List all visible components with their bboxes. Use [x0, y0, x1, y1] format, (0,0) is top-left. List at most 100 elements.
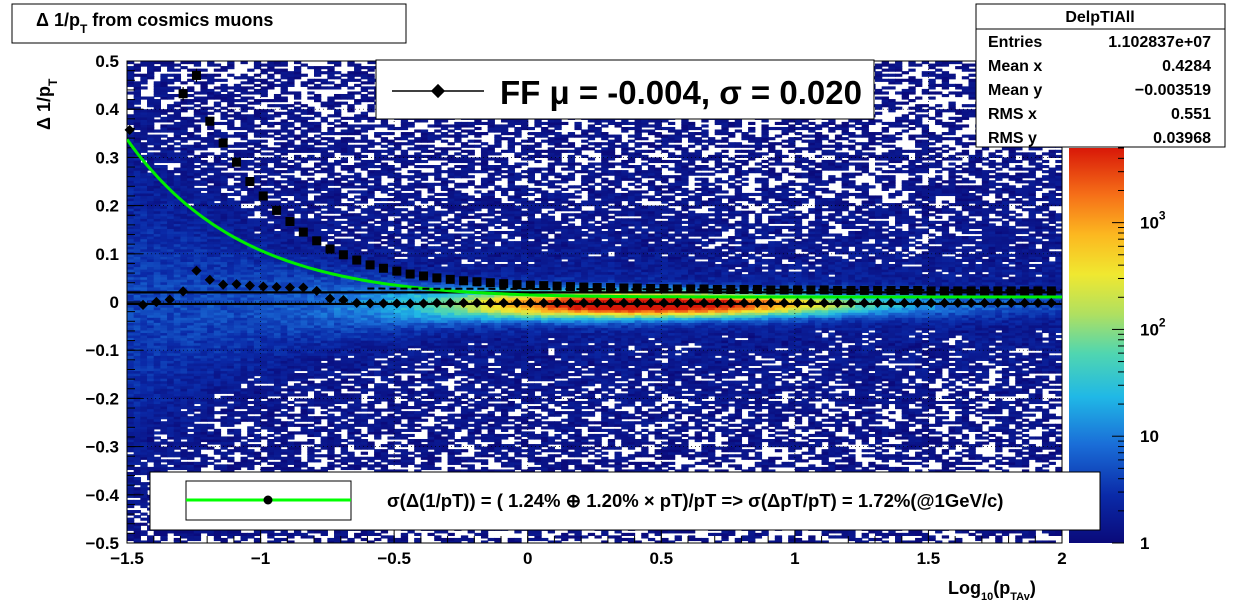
x-tick-label: −0.5	[377, 549, 411, 568]
sigma-point	[993, 286, 1003, 296]
sigma-point	[1020, 286, 1030, 296]
y-tick-label: 0.1	[95, 245, 119, 264]
mean-point	[204, 274, 215, 285]
mean-point	[298, 282, 309, 293]
sigma-point	[726, 284, 736, 294]
sigma-point	[606, 283, 616, 293]
stats-value: −0.003519	[1135, 82, 1211, 99]
mean-point	[525, 297, 536, 309]
mean-point	[258, 281, 269, 292]
sigma-point	[312, 236, 322, 246]
sigma-point	[365, 260, 375, 270]
mean-point	[391, 298, 402, 309]
stats-key: Entries	[988, 34, 1042, 51]
sigma-point	[205, 116, 215, 126]
sigma-point	[1033, 286, 1043, 296]
sigma-point	[392, 266, 402, 276]
stats-value: 0.03968	[1153, 130, 1211, 147]
ff-legend: FF μ = -0.004, σ = 0.020	[375, 59, 875, 120]
sigma-point	[298, 227, 308, 237]
sigma-point	[980, 286, 990, 296]
mean-point	[178, 286, 189, 297]
sigma-point	[472, 277, 482, 287]
y-tick-label: −0.4	[85, 486, 119, 505]
mean-point	[471, 297, 483, 309]
sigma-point	[899, 285, 909, 295]
fit-curve	[127, 138, 1062, 299]
z-tick-label: 10	[1140, 427, 1159, 446]
stats-value: 1.102837e+07	[1108, 34, 1211, 51]
markers	[124, 68, 1057, 310]
sigma-point	[378, 263, 388, 273]
sigma-point	[218, 138, 228, 148]
fit-legend-marker	[263, 495, 273, 505]
sigma-point	[245, 177, 255, 186]
fit-legend: σ(Δ(1/pT)) = ( 1.24% ⊕ 1.20% × pT)/pT =>…	[149, 471, 1101, 531]
sigma-point	[579, 282, 589, 292]
sigma-point	[793, 285, 803, 295]
mean-point	[805, 297, 816, 309]
sigma-point	[565, 282, 575, 292]
sigma-point	[886, 285, 896, 295]
mean-point	[712, 297, 723, 309]
mean-point	[966, 297, 977, 309]
sigma-point	[953, 286, 963, 296]
sigma-point	[285, 217, 295, 227]
mean-point	[939, 297, 950, 309]
x-tick-label: 1	[790, 549, 799, 568]
mean-point	[378, 298, 389, 309]
x-axis-label: Log10(pTAv)	[948, 578, 1036, 603]
y-tick-label: 0.2	[95, 197, 119, 216]
stats-title: DelpTIAll	[1065, 9, 1134, 26]
sigma-point	[178, 89, 188, 99]
title-box: Δ 1/pT from cosmics muons	[11, 3, 407, 44]
sigma-point	[539, 281, 549, 291]
sigma-point	[859, 285, 869, 295]
mean-point	[431, 297, 442, 309]
sigma-point	[806, 285, 816, 295]
sigma-point	[325, 244, 335, 254]
sigma-point	[272, 205, 282, 215]
sigma-point	[686, 284, 696, 294]
sigma-point	[485, 278, 495, 288]
sigma-point	[926, 286, 936, 296]
ff-legend-text: FF μ = -0.004, σ = 0.020	[500, 74, 862, 111]
sigma-point	[552, 281, 562, 291]
mean-point	[1019, 297, 1030, 309]
sigma-point	[766, 285, 776, 295]
sigma-point	[833, 285, 843, 295]
y-tick-label: −0.3	[85, 438, 119, 457]
mean-point	[284, 282, 296, 293]
sigma-point	[632, 283, 642, 293]
x-tick-label: 1.5	[917, 549, 941, 568]
stats-key: Mean y	[988, 82, 1042, 99]
sigma-point	[913, 285, 923, 295]
mean-point	[618, 297, 629, 309]
mean-point	[845, 297, 857, 309]
sigma-point	[352, 255, 362, 265]
mean-point	[164, 294, 175, 305]
sigma-point	[646, 284, 656, 294]
mean-point	[324, 293, 336, 304]
chart-title: Δ 1/pT from cosmics muons	[36, 10, 273, 36]
mean-point	[418, 298, 429, 309]
stats-box: DelpTIAll Entries 1.102837e+07 Mean x 0.428…	[975, 3, 1226, 148]
mean-point	[899, 297, 910, 309]
mean-point	[311, 285, 322, 297]
ff-legend-marker	[430, 83, 446, 99]
sigma-point	[499, 279, 509, 289]
sigma-point	[619, 283, 629, 293]
sigma-point	[405, 269, 415, 279]
y-tick-label: 0.4	[95, 100, 119, 119]
sigma-point	[512, 280, 522, 290]
mean-point	[271, 281, 282, 293]
stats-value: 0.4284	[1162, 58, 1211, 75]
sigma-point	[672, 284, 682, 294]
sigma-point	[712, 284, 722, 294]
x-tick-label: 0	[523, 549, 532, 568]
y-axis-label: Δ 1/pT	[34, 78, 60, 130]
stats-key: RMS y	[988, 130, 1037, 147]
sigma-point	[846, 285, 856, 295]
fit-legend-text: σ(Δ(1/pT)) = ( 1.24% ⊕ 1.20% × pT)/pT =>…	[387, 490, 1003, 511]
sigma-point	[939, 286, 949, 296]
